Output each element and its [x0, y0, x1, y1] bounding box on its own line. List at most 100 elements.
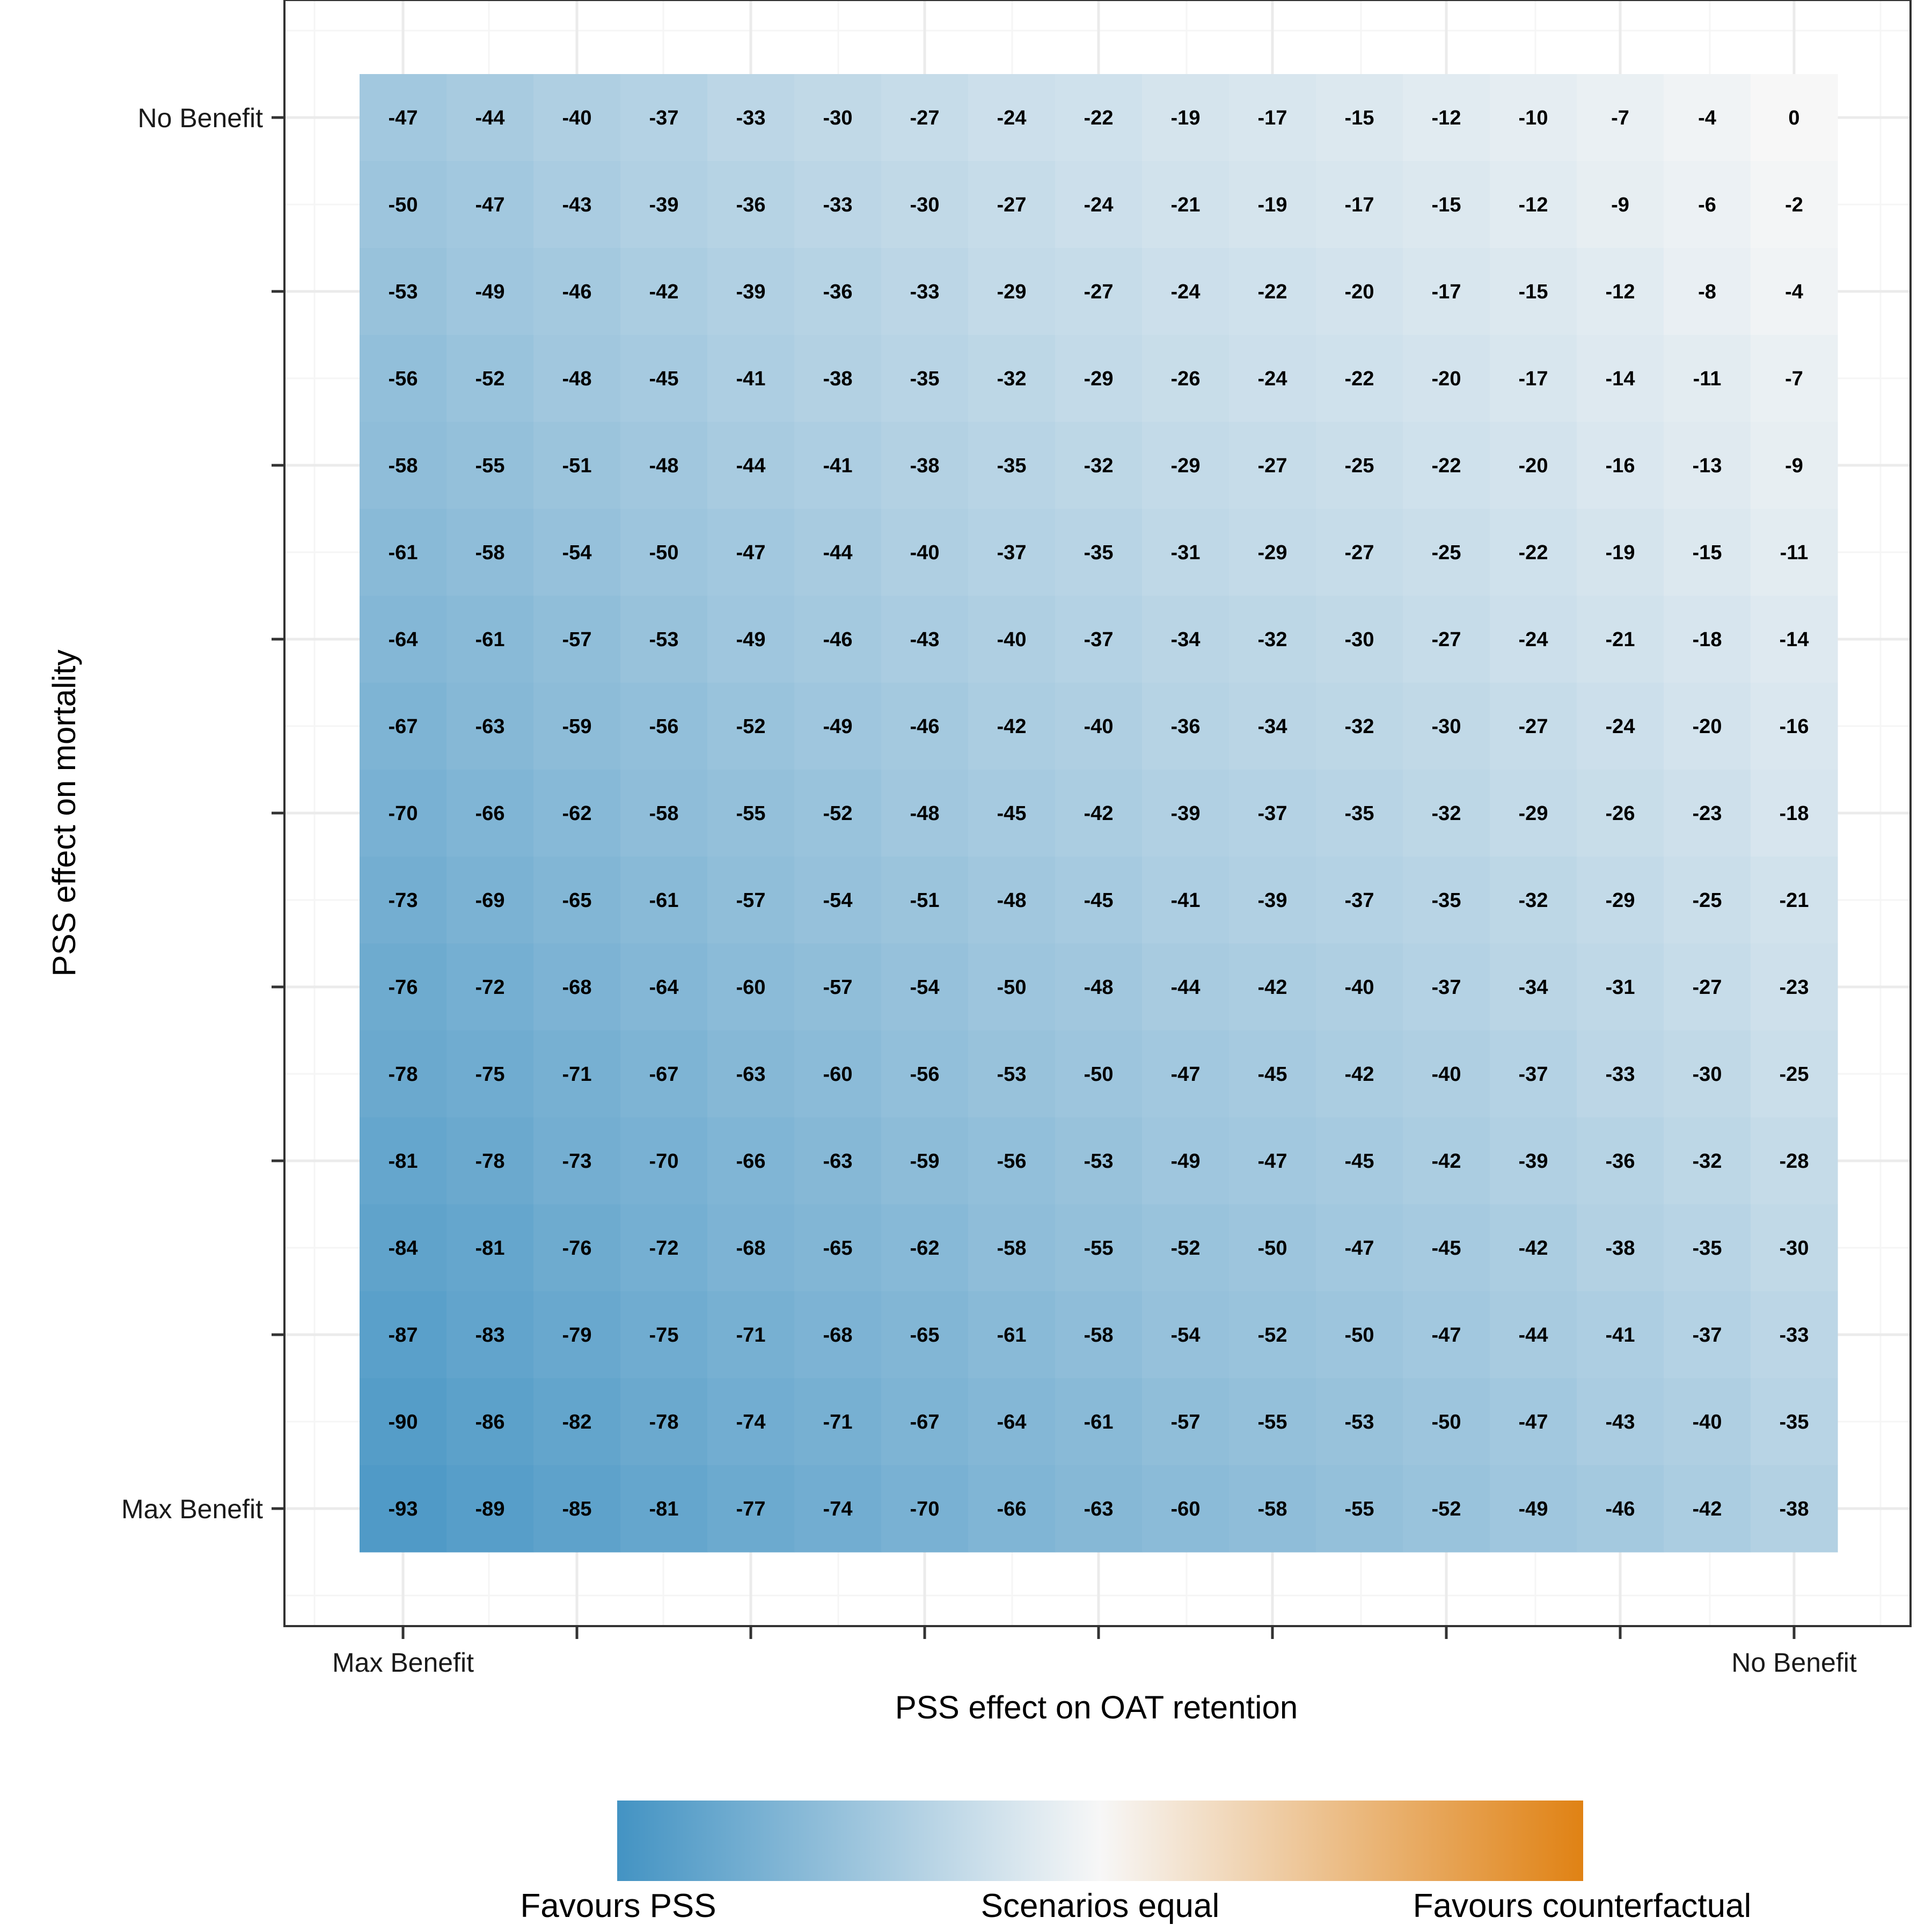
heatmap-cell	[360, 857, 447, 944]
heatmap-cell-label: -85	[562, 1498, 592, 1520]
legend-label-favours-pss: Favours PSS	[520, 1887, 716, 1924]
heatmap-cell-label: -32	[997, 368, 1027, 390]
heatmap-cell	[1055, 1378, 1143, 1466]
heatmap-cell-label: -81	[475, 1237, 505, 1260]
heatmap-cell-label: -37	[1084, 628, 1114, 651]
heatmap-cell	[360, 422, 447, 509]
heatmap-cell	[1751, 509, 1838, 596]
heatmap-cell	[1751, 1465, 1838, 1553]
heatmap-cell-label: -34	[1171, 628, 1201, 651]
heatmap-cell	[968, 248, 1056, 335]
heatmap-cell	[1055, 248, 1143, 335]
heatmap-cell-label: -18	[1693, 628, 1722, 651]
heatmap-cell	[360, 1030, 447, 1118]
heatmap-cell	[707, 683, 795, 770]
heatmap-cell-label: -73	[562, 1150, 592, 1173]
heatmap-cell	[1142, 248, 1230, 335]
heatmap-cell	[447, 335, 534, 422]
heatmap-cell-label: -15	[1519, 281, 1548, 303]
heatmap-cell	[447, 1378, 534, 1466]
heatmap-cell	[1577, 422, 1664, 509]
heatmap-cell-label: -79	[562, 1324, 592, 1346]
heatmap-cell	[1229, 422, 1316, 509]
heatmap-cell	[360, 509, 447, 596]
heatmap-cell-label: -35	[910, 368, 940, 390]
heatmap-cell	[881, 1204, 969, 1292]
heatmap-cell	[360, 1117, 447, 1205]
heatmap-cell-label: -37	[649, 107, 679, 129]
heatmap-cell-label: -27	[910, 107, 940, 129]
heatmap-cell-label: -67	[389, 715, 418, 738]
heatmap-cell	[1403, 943, 1490, 1031]
heatmap-cell-label: -48	[997, 889, 1027, 912]
heatmap-cell-label: -53	[997, 1063, 1027, 1086]
heatmap-cell	[1403, 161, 1490, 248]
heatmap-cell	[1664, 335, 1751, 422]
heatmap-cell-label: -37	[1258, 802, 1287, 825]
heatmap-cell	[1577, 770, 1664, 857]
heatmap-cell-label: -57	[736, 889, 766, 912]
heatmap-cell	[794, 1030, 882, 1118]
heatmap-cell	[1316, 596, 1403, 683]
heatmap-cell	[1490, 943, 1577, 1031]
heatmap-cell-label: -37	[1432, 976, 1461, 999]
heatmap-cell-label: -53	[1084, 1150, 1114, 1173]
heatmap-cell-label: -49	[1519, 1498, 1548, 1520]
heatmap-cell-label: -44	[823, 541, 853, 564]
heatmap-cell	[1490, 1117, 1577, 1205]
heatmap-cell-label: -30	[1693, 1063, 1722, 1086]
heatmap-cell-label: -42	[1084, 802, 1114, 825]
heatmap-cell-label: -65	[910, 1324, 940, 1346]
heatmap-cell	[794, 1465, 882, 1553]
heatmap-cell-label: -65	[562, 889, 592, 912]
heatmap-cell-label: -42	[1345, 1063, 1374, 1086]
heatmap-cell	[1229, 1378, 1316, 1466]
heatmap-cell-label: -39	[649, 194, 679, 216]
heatmap-cell	[707, 1378, 795, 1466]
heatmap-cell	[881, 335, 969, 422]
heatmap-cell	[533, 1030, 621, 1118]
heatmap-cell-label: -23	[1780, 976, 1809, 999]
heatmap-cell	[1316, 509, 1403, 596]
heatmap-cell	[707, 161, 795, 248]
heatmap-cell	[881, 770, 969, 857]
heatmap-cell-label: -20	[1519, 455, 1548, 477]
heatmap-cell	[968, 857, 1056, 944]
heatmap-cell-label: -64	[649, 976, 679, 999]
heatmap-cell-label: -2	[1785, 194, 1803, 216]
heatmap-cell-label: -40	[1693, 1411, 1722, 1433]
heatmap-cell	[1751, 248, 1838, 335]
heatmap-cell-label: -19	[1171, 107, 1201, 129]
heatmap-cell	[794, 1204, 882, 1292]
heatmap-cell-label: -33	[910, 281, 940, 303]
heatmap-cell-label: -9	[1785, 455, 1803, 477]
heatmap-cell-label: -63	[475, 715, 505, 738]
heatmap-cell	[1664, 161, 1751, 248]
heatmap-cell-label: -30	[1780, 1237, 1809, 1260]
heatmap-cell	[1664, 770, 1751, 857]
heatmap-cell-label: -25	[1693, 889, 1722, 912]
heatmap-cell	[620, 509, 708, 596]
heatmap-cell-label: -54	[910, 976, 940, 999]
heatmap-cell-label: -48	[1084, 976, 1114, 999]
heatmap-cell-label: -21	[1606, 628, 1635, 651]
heatmap-cell	[1577, 596, 1664, 683]
heatmap-cell-label: -18	[1780, 802, 1809, 825]
heatmap-cell-label: -31	[1171, 541, 1201, 564]
heatmap-cell-label: -24	[1084, 194, 1114, 216]
heatmap-cell	[1403, 248, 1490, 335]
heatmap-cell	[1577, 857, 1664, 944]
heatmap-cell	[620, 1291, 708, 1379]
heatmap-cell-label: -55	[1084, 1237, 1114, 1260]
heatmap-cell-label: -67	[649, 1063, 679, 1086]
heatmap-cell	[1316, 683, 1403, 770]
heatmap-cell	[1490, 770, 1577, 857]
heatmap-cell-label: -30	[910, 194, 940, 216]
heatmap-cell-label: -43	[562, 194, 592, 216]
legend-colorbar	[617, 1801, 1583, 1881]
heatmap-cell-label: -45	[1258, 1063, 1287, 1086]
heatmap-cell	[533, 422, 621, 509]
heatmap-cell-label: -68	[736, 1237, 766, 1260]
heatmap-cell-label: -76	[389, 976, 418, 999]
heatmap-cell	[1490, 335, 1577, 422]
